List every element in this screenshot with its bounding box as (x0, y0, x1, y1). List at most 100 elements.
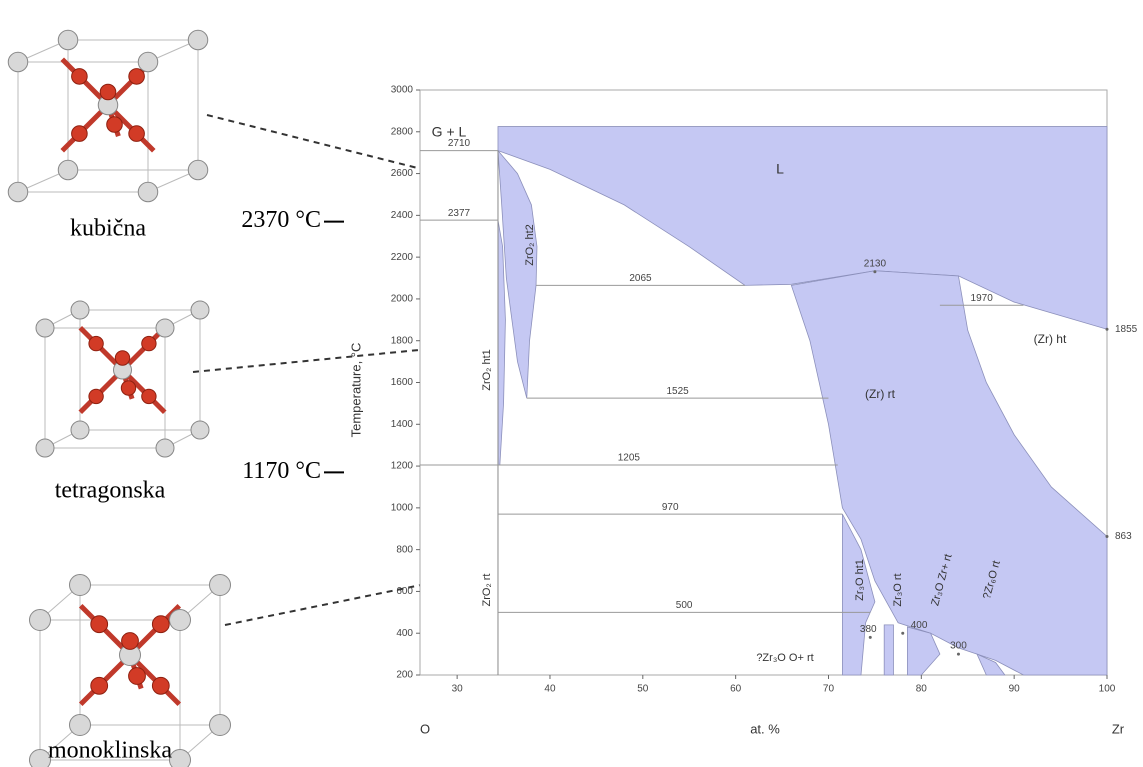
atom (151, 676, 170, 695)
atom (169, 609, 191, 631)
phase-region (906, 626, 941, 676)
region-label: ZrO₂ ht1 (481, 349, 493, 391)
atom (69, 714, 91, 736)
atom (99, 83, 117, 101)
point (1105, 534, 1109, 538)
region-label: Zr₃O rt (892, 573, 904, 606)
isotherm-label: 970 (662, 502, 679, 513)
point (901, 631, 905, 635)
point-label: 300 (950, 641, 967, 652)
crystal-structures (7, 29, 231, 767)
x-tick-label: 90 (1009, 684, 1021, 695)
atom (70, 420, 90, 440)
atom (187, 29, 209, 51)
y-tick-label: 400 (396, 628, 413, 639)
atom (190, 420, 210, 440)
structure-caption: tetragonska (55, 478, 166, 504)
atom (209, 574, 231, 596)
atom (128, 125, 145, 142)
point (873, 270, 877, 274)
atom (151, 615, 170, 634)
x-tick-label: 80 (916, 684, 928, 695)
annotation-label: 1170 °C (242, 458, 321, 484)
point-label: 2130 (864, 258, 887, 269)
y-tick-label: 800 (396, 544, 413, 555)
atom (137, 181, 159, 203)
isotherm-label: 1970 (971, 293, 994, 304)
y-tick-label: 2200 (391, 252, 414, 263)
region-label: ZrO₂ ht2 (524, 224, 536, 266)
isotherm-label: 500 (676, 600, 693, 611)
x-tick-label: 30 (452, 684, 464, 695)
atom (29, 749, 51, 767)
y-tick-label: 2000 (391, 294, 414, 305)
region-label: Zr₃O ht1 (854, 559, 866, 601)
x-tick-label: 40 (544, 684, 556, 695)
pointer-line (206, 114, 498, 189)
point (1105, 327, 1109, 331)
y-tick-label: 1600 (391, 377, 414, 388)
annotation-label: 2370 °C (241, 207, 321, 233)
phase-region (790, 270, 1108, 676)
y-tick-label: 1200 (391, 461, 414, 472)
atom (169, 749, 191, 767)
atom (35, 438, 55, 458)
phase-diagram: 2710 2377 2065 1970 1525 1205 970 500 2130 1855 86… (241, 85, 1137, 737)
atom (106, 116, 123, 133)
x-tick-label: 100 (1099, 684, 1116, 695)
atom (121, 632, 139, 650)
atom (90, 615, 109, 634)
atom (128, 68, 145, 85)
x-tick-label: 50 (637, 684, 649, 695)
x-tick-label: 70 (823, 684, 835, 695)
region-label: (Zr) rt (865, 387, 896, 401)
y-tick-label: 3000 (391, 85, 414, 96)
atom (7, 181, 29, 203)
atom (155, 318, 175, 338)
atom (187, 159, 209, 181)
isotherm-label: 1205 (618, 453, 641, 464)
atom (70, 300, 90, 320)
y-tick-label: 200 (396, 670, 413, 681)
atom (141, 388, 157, 405)
y-tick-label: 1800 (391, 335, 414, 346)
point (868, 635, 872, 639)
isotherm-label: 1525 (667, 386, 690, 397)
atom (120, 380, 137, 396)
point-label: 400 (911, 620, 928, 631)
isotherm-label: 2065 (629, 273, 652, 284)
atom (128, 667, 146, 685)
y-axis-label: Temperature, °C (348, 343, 363, 438)
atom (114, 350, 131, 366)
atom (88, 388, 104, 405)
phase-region (497, 126, 1108, 330)
isotherm-label: 2710 (448, 138, 471, 149)
atom (88, 335, 104, 352)
x-end-label: O (420, 721, 430, 736)
y-tick-label: 2800 (391, 126, 414, 137)
phase-region (497, 149, 538, 399)
atom (209, 714, 231, 736)
region-label: L (776, 161, 784, 177)
region-label: ?Zr₃O O+ rt (756, 652, 813, 664)
y-tick-label: 1000 (391, 502, 414, 513)
region-label: ZrO₂ rt (481, 574, 493, 607)
structure-caption: monoklinska (48, 738, 172, 764)
y-tick-label: 2400 (391, 210, 414, 221)
atom (7, 51, 29, 73)
phase-region (976, 653, 1006, 676)
atom (190, 300, 210, 320)
point-label: 1855 (1115, 324, 1138, 335)
x-end-label: Zr (1112, 721, 1125, 736)
pointer-line (224, 574, 471, 626)
point (956, 652, 960, 656)
phase-region (883, 624, 894, 676)
atom (141, 335, 157, 352)
atom (155, 438, 175, 458)
region-label: (Zr) ht (1034, 332, 1067, 346)
atom (137, 51, 159, 73)
atom (71, 68, 88, 85)
y-tick-label: 2600 (391, 168, 414, 179)
structure-caption: kubična (70, 216, 146, 242)
